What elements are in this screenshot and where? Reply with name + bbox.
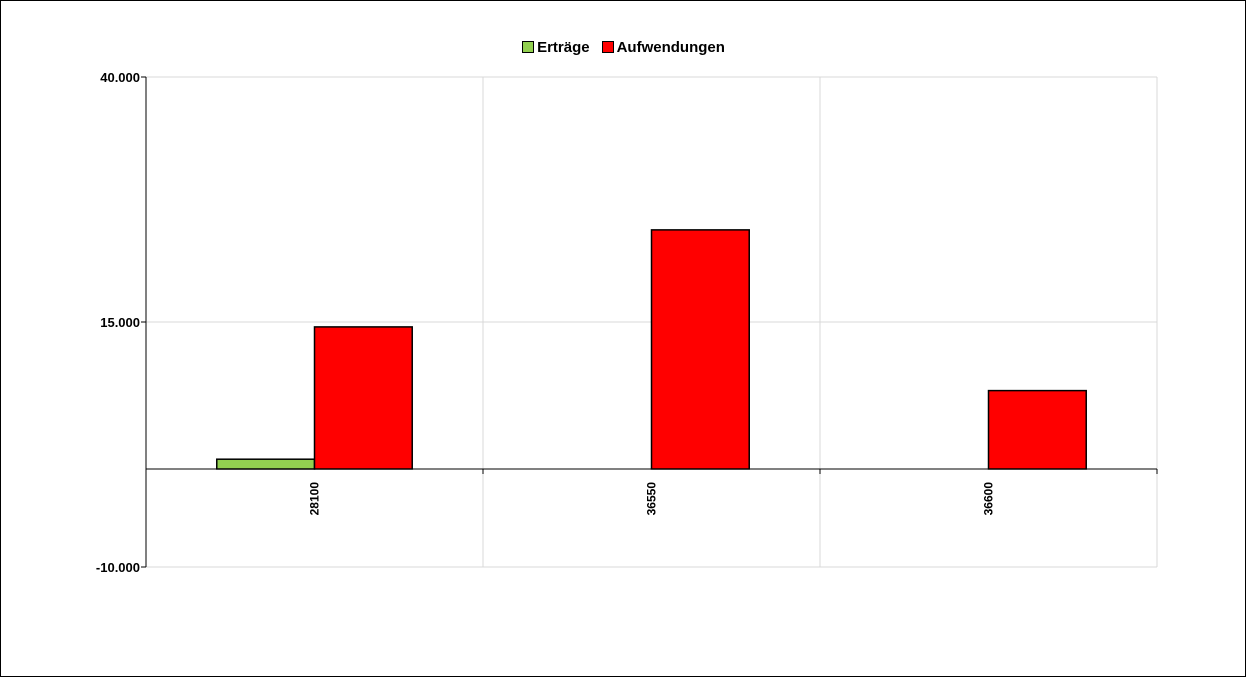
bar-ertraege <box>217 459 315 469</box>
category-label: 36550 <box>645 482 659 516</box>
bar-aufwendungen <box>652 230 750 469</box>
bar-aufwendungen <box>989 391 1087 469</box>
category-label: 36600 <box>982 482 996 516</box>
category-label: 28100 <box>308 482 322 516</box>
y-tick-label: -10.000 <box>96 560 140 575</box>
bar-aufwendungen <box>315 327 413 469</box>
y-tick-label: 15.000 <box>100 315 140 330</box>
y-tick-label: 40.000 <box>100 70 140 85</box>
